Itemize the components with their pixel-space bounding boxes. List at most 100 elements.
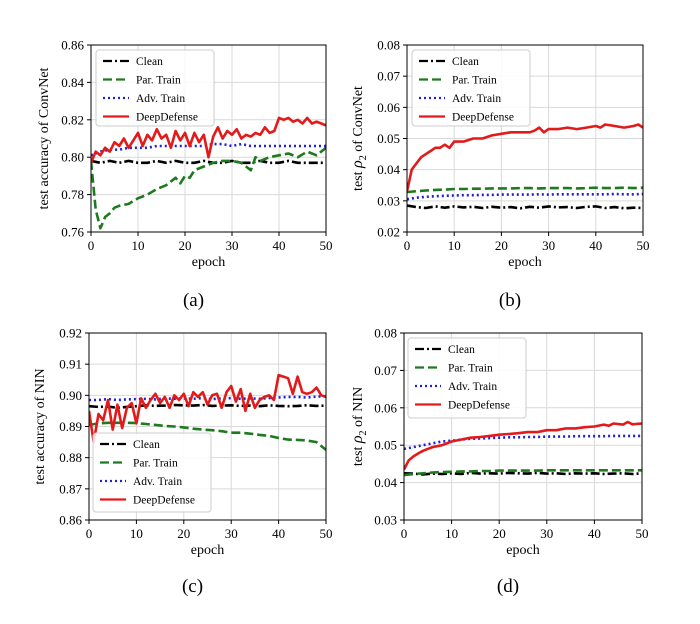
y-tick-label: 0.04 <box>377 162 400 177</box>
panel-label: (b) <box>499 290 521 311</box>
series-line-clean <box>404 471 642 476</box>
y-tick-label: 0.04 <box>374 475 397 490</box>
x-tick-label: 20 <box>495 238 508 253</box>
series-line-adv-train <box>407 192 643 201</box>
x-tick-label: 50 <box>636 526 649 541</box>
y-tick-label: 0.87 <box>59 481 82 496</box>
y-tick-label: 0.86 <box>59 513 82 528</box>
y-tick-label: 0.06 <box>377 100 400 115</box>
x-tick-label: 30 <box>540 526 553 541</box>
x-tick-label: 0 <box>86 526 93 541</box>
y-tick-label: 0.08 <box>377 38 400 53</box>
legend-entry: Clean <box>136 56 163 68</box>
y-tick-label: 0.08 <box>374 326 397 341</box>
y-tick-label: 0.07 <box>377 69 400 84</box>
y-tick-label: 0.02 <box>377 225 400 240</box>
chart-3: 0 10 20 30 40 50 0.03 0.04 0.05 0.06 0.07 0.08 epoch… <box>349 326 649 598</box>
y-tick-label: 0.03 <box>377 193 400 208</box>
x-tick-label: 30 <box>542 238 555 253</box>
series-line-deepdefense <box>91 116 326 164</box>
legend-entry: Par. Train <box>452 75 497 87</box>
legend-entry: Par. Train <box>133 458 178 470</box>
series-line-adv-train <box>91 142 326 157</box>
x-tick-label: 50 <box>637 238 650 253</box>
y-tick-label: 0.06 <box>374 400 397 415</box>
x-tick-label: 0 <box>401 526 408 541</box>
y-axis-label: test accuracy of NIN <box>33 368 48 484</box>
series-line-clean <box>91 159 326 165</box>
x-tick-label: 10 <box>445 526 458 541</box>
legend-entry: Adv. Train <box>452 93 501 105</box>
chart-1: 0 10 20 30 40 50 0.02 0.03 0.04 0.05 0.06 0.07 0.08 e… <box>349 38 650 312</box>
legend-entry: Clean <box>133 439 160 451</box>
y-tick-label: 0.05 <box>377 131 400 146</box>
legend-entry: Par. Train <box>448 363 493 375</box>
panel-label: (d) <box>497 576 519 597</box>
legend-entry: Par. Train <box>136 75 181 87</box>
x-tick-label: 30 <box>226 238 239 253</box>
series-line-adv-train <box>404 434 642 451</box>
y-tick-label: 0.76 <box>61 225 84 240</box>
x-tick-label: 30 <box>225 526 238 541</box>
x-tick-label: 20 <box>493 526 506 541</box>
panel-label: (c) <box>182 576 203 597</box>
legend: Clean Par. Train Adv. Train DeepDefense <box>92 432 212 513</box>
y-tick-label: 0.91 <box>59 357 82 372</box>
x-tick-label: 50 <box>320 526 333 541</box>
legend-entry: Adv. Train <box>448 381 497 393</box>
y-axis-label: test ρ2 of NIN <box>349 387 369 466</box>
legend-entry: Clean <box>452 56 479 68</box>
plot-frame <box>403 332 643 521</box>
y-tick-label: 0.88 <box>59 450 82 465</box>
legend-entry: DeepDefense <box>136 112 198 124</box>
series-line-clean <box>407 204 643 210</box>
y-axis-label: test ρ2 of ConvNet <box>349 86 369 191</box>
x-tick-label: 10 <box>132 238 145 253</box>
y-tick-label: 0.84 <box>61 75 84 90</box>
x-tick-label: 10 <box>130 526 143 541</box>
y-tick-label: 0.03 <box>374 513 397 528</box>
series-line-deepdefense <box>404 420 642 471</box>
series-line-par-train <box>407 186 643 194</box>
y-tick-label: 0.86 <box>61 38 84 53</box>
x-tick-label: 0 <box>404 238 411 253</box>
x-tick-label: 40 <box>588 526 601 541</box>
legend-entry: Clean <box>448 344 475 356</box>
legend-entry: Adv. Train <box>136 93 185 105</box>
y-tick-label: 0.78 <box>61 187 84 202</box>
y-tick-label: 0.92 <box>59 326 82 341</box>
y-tick-label: 0.80 <box>61 150 84 165</box>
chart-0: 0 10 20 30 40 50 0.76 0.78 0.80 0.82 0.84 0.86 epoch… <box>37 38 333 312</box>
x-axis-label: epoch <box>191 543 224 558</box>
series-line-par-train <box>89 421 326 451</box>
y-tick-label: 0.07 <box>374 363 397 378</box>
legend: Clean Par. Train Adv. Train DeepDefense <box>95 49 215 127</box>
legend-entry: DeepDefense <box>448 400 510 412</box>
panel-label: (a) <box>183 290 204 311</box>
legend: Clean Par. Train Adv. Train DeepDefense <box>411 49 531 127</box>
x-tick-label: 50 <box>320 238 333 253</box>
legend: Clean Par. Train Adv. Train DeepDefense <box>407 337 527 419</box>
legend-entry: DeepDefense <box>452 112 514 124</box>
x-tick-label: 40 <box>273 238 286 253</box>
series-line-par-train <box>404 469 642 477</box>
series-line-deepdefense <box>89 373 326 444</box>
series-line-adv-train <box>89 395 326 402</box>
plot-frame <box>90 44 327 233</box>
x-tick-label: 20 <box>177 526 190 541</box>
x-tick-label: 40 <box>589 238 602 253</box>
x-tick-label: 40 <box>272 526 285 541</box>
y-axis-label: test accuracy of ConvNet <box>37 67 52 209</box>
x-axis-label: epoch <box>506 543 539 558</box>
legend-entry: Adv. Train <box>133 476 182 488</box>
series-line-par-train <box>91 146 326 230</box>
x-axis-label: epoch <box>192 255 225 270</box>
x-tick-label: 20 <box>179 238 192 253</box>
y-tick-label: 0.90 <box>59 388 82 403</box>
x-axis-label: epoch <box>508 255 541 270</box>
x-tick-label: 10 <box>448 238 461 253</box>
y-tick-label: 0.82 <box>61 112 84 127</box>
y-tick-label: 0.05 <box>374 438 397 453</box>
series-line-deepdefense <box>407 123 643 192</box>
chart-2: 0 10 20 30 40 50 0.86 0.87 0.88 0.89 0.90 0.91 0.92 e… <box>33 326 333 598</box>
